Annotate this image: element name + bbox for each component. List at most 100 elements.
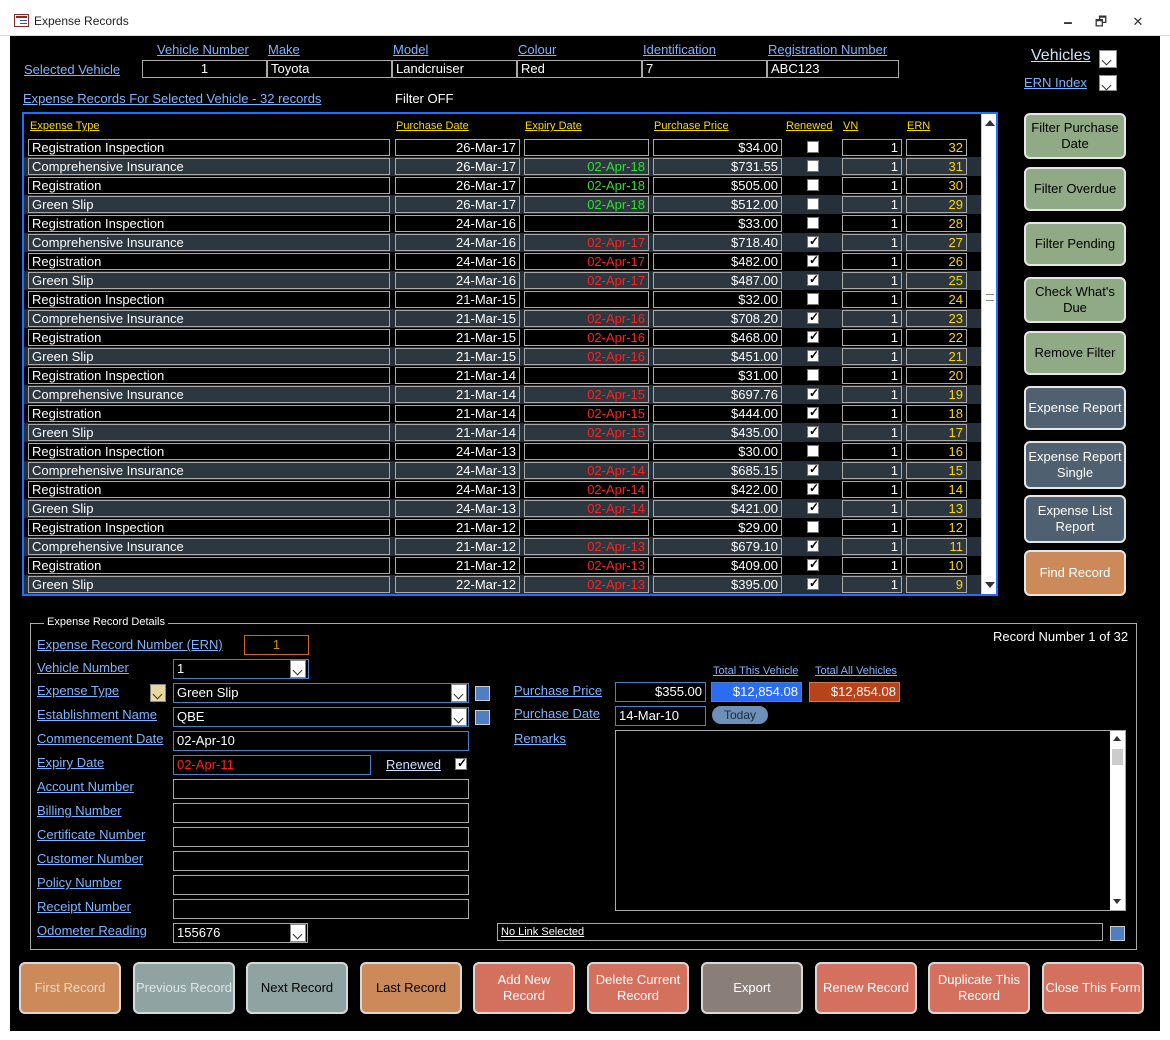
- cell-purchase-price[interactable]: $31.00: [653, 367, 782, 384]
- cell-expense-type[interactable]: Registration: [28, 253, 390, 270]
- cell-renewed-checkbox[interactable]: [807, 462, 819, 476]
- cell-expiry-date[interactable]: 02-Apr-18: [524, 196, 649, 213]
- cell-renewed-checkbox[interactable]: [807, 500, 819, 514]
- establishment-edit-icon[interactable]: [475, 710, 490, 725]
- grid-header-vn[interactable]: VN: [843, 120, 859, 132]
- ern-field[interactable]: 1: [244, 635, 309, 655]
- cell-purchase-price[interactable]: $421.00: [653, 500, 782, 517]
- table-row[interactable]: Comprehensive Insurance 21-Mar-15 02-Apr-1…: [24, 309, 981, 328]
- cell-expiry-date[interactable]: 02-Apr-13: [524, 576, 649, 593]
- policy-number-field[interactable]: [173, 875, 469, 895]
- cell-expiry-date[interactable]: 02-Apr-14: [524, 500, 649, 517]
- cell-purchase-date[interactable]: 24-Mar-16: [395, 215, 520, 232]
- expense-type-dropdown-icon[interactable]: [451, 684, 467, 702]
- cell-expense-type[interactable]: Registration: [28, 405, 390, 422]
- establishment-label[interactable]: Establishment Name: [37, 707, 157, 722]
- renewed-label[interactable]: Renewed: [386, 757, 441, 772]
- table-row[interactable]: Comprehensive Insurance 21-Mar-14 02-Apr-1…: [24, 385, 981, 404]
- cell-purchase-date[interactable]: 24-Mar-16: [395, 272, 520, 289]
- cell-expense-type[interactable]: Comprehensive Insurance: [28, 234, 390, 251]
- cell-expense-type[interactable]: Comprehensive Insurance: [28, 386, 390, 403]
- cell-purchase-price[interactable]: $451.00: [653, 348, 782, 365]
- cell-purchase-date[interactable]: 22-Mar-12: [395, 576, 520, 593]
- cell-vn[interactable]: 1: [842, 519, 902, 536]
- purchase-date-field[interactable]: 14-Mar-10: [615, 706, 706, 726]
- cell-purchase-price[interactable]: $29.00: [653, 519, 782, 536]
- cell-expiry-date[interactable]: 02-Apr-17: [524, 234, 649, 251]
- cell-purchase-date[interactable]: 21-Mar-14: [395, 424, 520, 441]
- cell-expiry-date[interactable]: 02-Apr-17: [524, 272, 649, 289]
- receipt-number-label[interactable]: Receipt Number: [37, 899, 131, 914]
- grid-scrollbar[interactable]: [981, 114, 996, 594]
- cell-expiry-date[interactable]: 02-Apr-14: [524, 462, 649, 479]
- cell-expense-type[interactable]: Green Slip: [28, 500, 390, 517]
- policy-number-label[interactable]: Policy Number: [37, 875, 122, 890]
- cell-purchase-date[interactable]: 26-Mar-17: [395, 139, 520, 156]
- cell-purchase-date[interactable]: 21-Mar-15: [395, 348, 520, 365]
- cell-vn[interactable]: 1: [842, 443, 902, 460]
- today-button[interactable]: Today: [712, 706, 768, 724]
- close-icon[interactable]: ✕: [1132, 14, 1144, 29]
- make-header[interactable]: Make: [268, 42, 300, 57]
- cell-purchase-price[interactable]: $505.00: [653, 177, 782, 194]
- cell-ern[interactable]: 16: [906, 443, 967, 460]
- expense-records-grid[interactable]: Expense Type Purchase Date Expiry Date P…: [22, 112, 998, 596]
- cell-ern[interactable]: 32: [906, 139, 967, 156]
- scroll-down-icon[interactable]: [985, 582, 995, 588]
- cell-vn[interactable]: 1: [842, 481, 902, 498]
- cell-expense-type[interactable]: Registration: [28, 557, 390, 574]
- cell-expiry-date[interactable]: 02-Apr-13: [524, 557, 649, 574]
- cell-vn[interactable]: 1: [842, 177, 902, 194]
- cell-expense-type[interactable]: Registration: [28, 329, 390, 346]
- purchase-price-field[interactable]: $355.00: [615, 682, 706, 702]
- cell-ern[interactable]: 24: [906, 291, 967, 308]
- side-button-1[interactable]: Filter Overdue: [1024, 167, 1126, 211]
- cell-purchase-date[interactable]: 21-Mar-12: [395, 538, 520, 555]
- cell-vn[interactable]: 1: [842, 139, 902, 156]
- cell-expense-type[interactable]: Registration Inspection: [28, 443, 390, 460]
- cell-renewed-checkbox[interactable]: [807, 424, 819, 438]
- cell-purchase-date[interactable]: 21-Mar-14: [395, 367, 520, 384]
- cell-renewed-checkbox[interactable]: [807, 198, 819, 210]
- cell-vn[interactable]: 1: [842, 538, 902, 555]
- table-row[interactable]: Registration Inspection 21-Mar-15 $32.00 1 2…: [24, 290, 981, 309]
- cell-ern[interactable]: 26: [906, 253, 967, 270]
- bottom-button-6[interactable]: Export: [701, 962, 803, 1014]
- total-this-vehicle-label[interactable]: Total This Vehicle: [713, 665, 799, 677]
- cell-purchase-date[interactable]: 24-Mar-13: [395, 443, 520, 460]
- cell-purchase-date[interactable]: 21-Mar-15: [395, 329, 520, 346]
- cell-renewed-checkbox[interactable]: [807, 481, 819, 495]
- grid-header-expense-type[interactable]: Expense Type: [30, 120, 100, 132]
- cell-expiry-date[interactable]: [524, 215, 649, 232]
- cell-ern[interactable]: 9: [906, 576, 967, 593]
- cell-vn[interactable]: 1: [842, 253, 902, 270]
- cell-renewed-checkbox[interactable]: [807, 160, 819, 172]
- table-row[interactable]: Green Slip 26-Mar-17 02-Apr-18 $512.00 1 29: [24, 195, 981, 214]
- side-button-7[interactable]: Expense List Report: [1024, 495, 1126, 543]
- bottom-button-8[interactable]: Duplicate This Record: [928, 962, 1030, 1014]
- commencement-date-field[interactable]: 02-Apr-10: [173, 731, 469, 751]
- cell-expense-type[interactable]: Comprehensive Insurance: [28, 462, 390, 479]
- restore-icon[interactable]: 🗗: [1094, 14, 1108, 29]
- cell-expense-type[interactable]: Green Slip: [28, 196, 390, 213]
- vehicle-number-label[interactable]: Vehicle Number: [37, 660, 129, 675]
- certificate-number-field[interactable]: [173, 827, 469, 847]
- side-button-3[interactable]: Check What's Due: [1024, 277, 1126, 323]
- ern-index-label[interactable]: ERN Index: [1024, 75, 1087, 90]
- model-header[interactable]: Model: [393, 42, 429, 57]
- table-row[interactable]: Registration 26-Mar-17 02-Apr-18 $505.00 1 30: [24, 176, 981, 195]
- cell-renewed-checkbox[interactable]: [807, 348, 819, 362]
- identification-header[interactable]: Identification: [643, 42, 716, 57]
- cell-purchase-date[interactable]: 21-Mar-14: [395, 386, 520, 403]
- cell-renewed-checkbox[interactable]: [807, 234, 819, 248]
- table-row[interactable]: Comprehensive Insurance 26-Mar-17 02-Apr-1…: [24, 157, 981, 176]
- cell-expense-type[interactable]: Green Slip: [28, 424, 390, 441]
- cell-expense-type[interactable]: Green Slip: [28, 348, 390, 365]
- colour-header[interactable]: Colour: [518, 42, 557, 57]
- cell-renewed-checkbox[interactable]: [807, 369, 819, 381]
- cell-purchase-date[interactable]: 26-Mar-17: [395, 177, 520, 194]
